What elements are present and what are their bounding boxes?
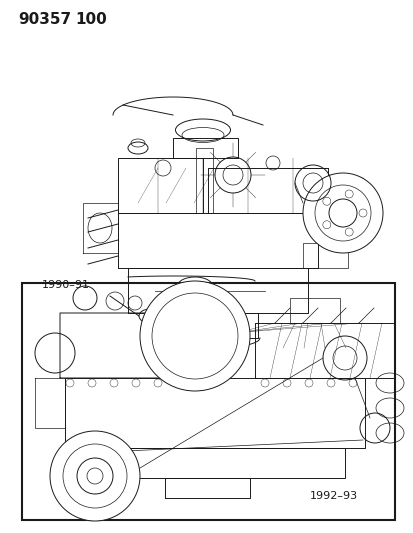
Text: 100: 100: [75, 12, 107, 27]
Text: 1992–93: 1992–93: [309, 491, 357, 501]
Text: 90357: 90357: [18, 12, 71, 27]
Circle shape: [140, 281, 249, 391]
Bar: [22, 283, 394, 520]
Circle shape: [50, 431, 140, 521]
Text: 1990–91: 1990–91: [42, 280, 90, 290]
Circle shape: [302, 173, 382, 253]
